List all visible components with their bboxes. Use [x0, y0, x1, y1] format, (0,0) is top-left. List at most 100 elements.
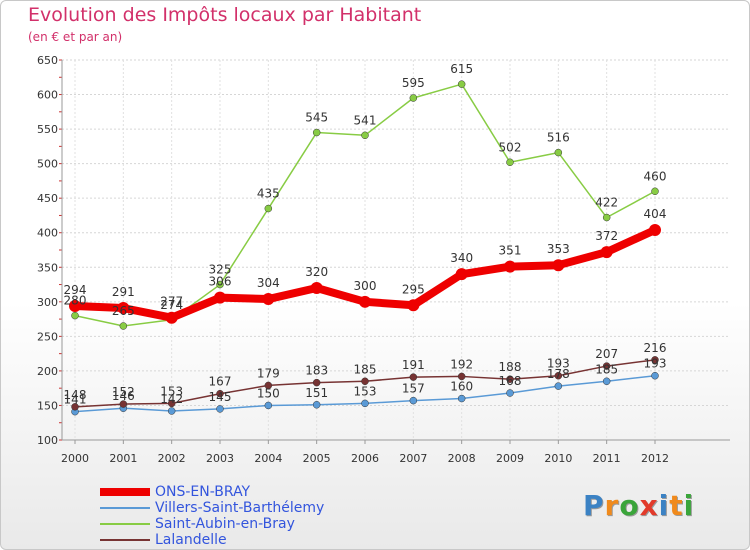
data-label: 207 [595, 347, 618, 361]
series-layer [69, 80, 661, 416]
data-label: 150 [257, 386, 280, 400]
data-label: 280 [64, 294, 87, 308]
data-point [504, 260, 516, 273]
data-label: 435 [257, 187, 280, 201]
data-label: 153 [160, 384, 183, 398]
data-label: 351 [499, 244, 522, 258]
data-label: 185 [354, 362, 377, 376]
data-point [649, 223, 661, 236]
data-label: 191 [402, 358, 425, 372]
logo-letter: x [639, 489, 659, 522]
data-point [167, 407, 176, 415]
data-point [554, 382, 563, 390]
data-label: 615 [450, 62, 473, 76]
data-point [71, 403, 79, 411]
data-label: 265 [112, 304, 135, 318]
x-tick-label: 2005 [303, 452, 331, 465]
data-point [407, 299, 420, 312]
data-point [457, 372, 466, 381]
data-label: 294 [64, 283, 87, 297]
data-label: 304 [257, 276, 280, 290]
x-tick-label: 2012 [641, 452, 669, 465]
data-label: 160 [450, 380, 473, 394]
logo-letter: i [658, 489, 670, 522]
x-tick-label: 2011 [593, 452, 621, 465]
data-label: 178 [547, 367, 570, 381]
data-label: 183 [305, 364, 328, 378]
data-label: 595 [402, 76, 425, 90]
data-label: 295 [402, 282, 425, 296]
chart-subtitle: (en € et par an) [28, 30, 123, 44]
data-label: 422 [595, 196, 618, 210]
x-tick-label: 2009 [496, 452, 524, 465]
data-label: 141 [64, 393, 87, 407]
data-point [264, 204, 273, 213]
data-label: 325 [209, 263, 232, 277]
y-tick-label: 150 [37, 399, 58, 412]
data-point [312, 128, 321, 137]
y-tick-label: 550 [37, 123, 58, 136]
data-label: 291 [112, 285, 135, 299]
data-point [69, 299, 81, 312]
data-label: 188 [499, 360, 522, 374]
data-point [119, 322, 128, 330]
data-point [167, 399, 176, 408]
data-point [165, 311, 178, 324]
data-point [216, 389, 224, 398]
chart-title: Evolution des Impôts locaux par Habitant [28, 4, 422, 26]
data-point [651, 356, 659, 364]
series-lalandelle [71, 356, 659, 411]
data-label: 193 [644, 357, 667, 371]
data-point [651, 371, 659, 380]
logo-letter: o [619, 489, 640, 522]
data-point [602, 362, 611, 370]
data-label: 545 [305, 111, 328, 125]
x-tick-label: 2003 [206, 452, 234, 465]
data-label: 320 [305, 265, 328, 279]
y-tick-label: 450 [37, 192, 58, 205]
data-point [409, 373, 418, 381]
y-tick-label: 500 [37, 158, 58, 171]
data-label: 152 [112, 385, 135, 399]
data-point [457, 394, 466, 403]
data-label: 404 [644, 207, 667, 221]
legend-label: ONS-EN-BRAY [155, 484, 251, 500]
x-tick-label: 2006 [351, 452, 379, 465]
data-point [409, 396, 418, 405]
data-point [214, 291, 226, 304]
x-tick-label: 2008 [448, 452, 476, 465]
legend-label: Lalandelle [155, 532, 227, 548]
data-label: 274 [160, 298, 183, 312]
x-tick-label: 2000 [61, 452, 89, 465]
data-point [361, 131, 369, 140]
data-point [554, 148, 563, 157]
legend-swatch [100, 507, 150, 509]
data-label: 185 [595, 362, 618, 376]
data-label: 216 [644, 341, 667, 355]
data-point [506, 158, 514, 167]
data-label: 516 [547, 131, 570, 145]
logo-letter: i [683, 489, 695, 522]
x-tick-label: 2010 [544, 452, 572, 465]
legend-label: Saint-Aubin-en-Bray [155, 516, 295, 532]
data-point [602, 213, 611, 222]
data-label: 372 [595, 229, 618, 243]
data-point [216, 280, 224, 289]
x-tick-label: 2004 [254, 452, 282, 465]
data-point [600, 246, 613, 259]
data-label: 167 [209, 375, 232, 389]
data-point [264, 381, 273, 390]
data-label: 502 [499, 140, 522, 154]
data-label: 193 [547, 357, 570, 371]
data-labels: 294 291 277 306 304 320 300 295 340 351 353 372 404 1… [64, 62, 667, 406]
x-tick-label: 2001 [109, 452, 137, 465]
y-tick-label: 200 [37, 365, 58, 378]
data-label: 179 [257, 366, 280, 380]
logo-letter: P [583, 489, 605, 522]
data-point [506, 389, 514, 397]
data-point [409, 94, 418, 102]
data-point [264, 401, 273, 410]
x-tick-label: 2002 [158, 452, 186, 465]
data-point [457, 80, 466, 88]
